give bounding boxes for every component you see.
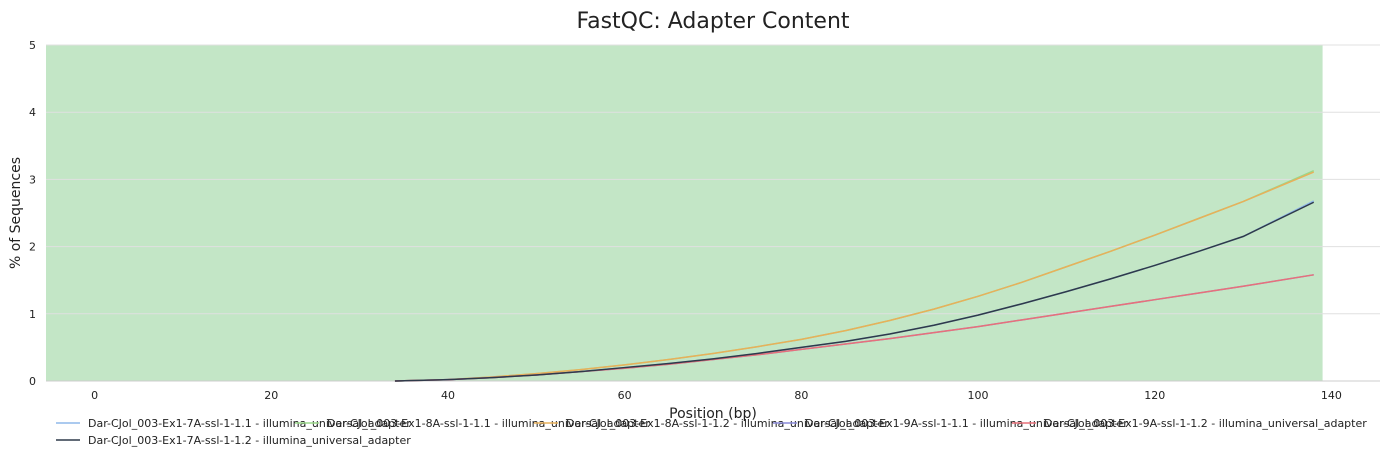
y-tick-label: 3 bbox=[29, 173, 36, 186]
pass-band bbox=[46, 45, 1323, 381]
chart-title: FastQC: Adapter Content bbox=[576, 9, 849, 34]
legend-entry: Dar-CJol_003-Ex1-7A-ssl-1-1.1 - illumina… bbox=[88, 417, 411, 430]
gridlines bbox=[46, 44, 1380, 382]
series-line bbox=[394, 171, 1315, 382]
legend: Dar-CJol_003-Ex1-7A-ssl-1-1.1 - illumina… bbox=[56, 417, 1367, 447]
series-line bbox=[394, 201, 1315, 382]
x-tick-label: 140 bbox=[1321, 389, 1342, 402]
legend-entry: Dar-CJol_003-Ex1-7A-ssl-1-1.2 - illumina… bbox=[88, 434, 411, 447]
series-lines bbox=[394, 169, 1315, 382]
x-tick-label: 40 bbox=[441, 389, 455, 402]
pass-band-layer bbox=[46, 45, 1323, 381]
x-tick-label: 60 bbox=[618, 389, 632, 402]
y-tick-label: 0 bbox=[29, 375, 36, 388]
legend-entry: Dar-CJol_003-Ex1-9A-ssl-1-1.1 - illumina… bbox=[805, 417, 1128, 430]
y-tick-label: 5 bbox=[29, 39, 36, 52]
y-axis-label: % of Sequences bbox=[8, 157, 24, 269]
x-tick-label: 120 bbox=[1144, 389, 1165, 402]
x-tick-label: 80 bbox=[794, 389, 808, 402]
x-axis-label: Position (bp) bbox=[669, 406, 757, 422]
legend-entry: Dar-CJol_003-Ex1-8A-ssl-1-1.1 - illumina… bbox=[327, 417, 650, 430]
x-tick-label: 100 bbox=[968, 389, 989, 402]
y-tick-label: 1 bbox=[29, 308, 36, 321]
tick-labels: 0 1 2 3 4 5 0 20 40 60 80 100 120 140 bbox=[29, 39, 1342, 402]
y-tick-label: 4 bbox=[29, 106, 36, 119]
x-tick-label: 0 bbox=[91, 389, 98, 402]
x-tick-label: 20 bbox=[264, 389, 278, 402]
legend-entry: Dar-CJol_003-Ex1-8A-ssl-1-1.2 - illumina… bbox=[566, 417, 889, 430]
y-tick-label: 2 bbox=[29, 241, 36, 254]
legend-entry: Dar-CJol_003-Ex1-9A-ssl-1-1.2 - illumina… bbox=[1044, 417, 1367, 430]
